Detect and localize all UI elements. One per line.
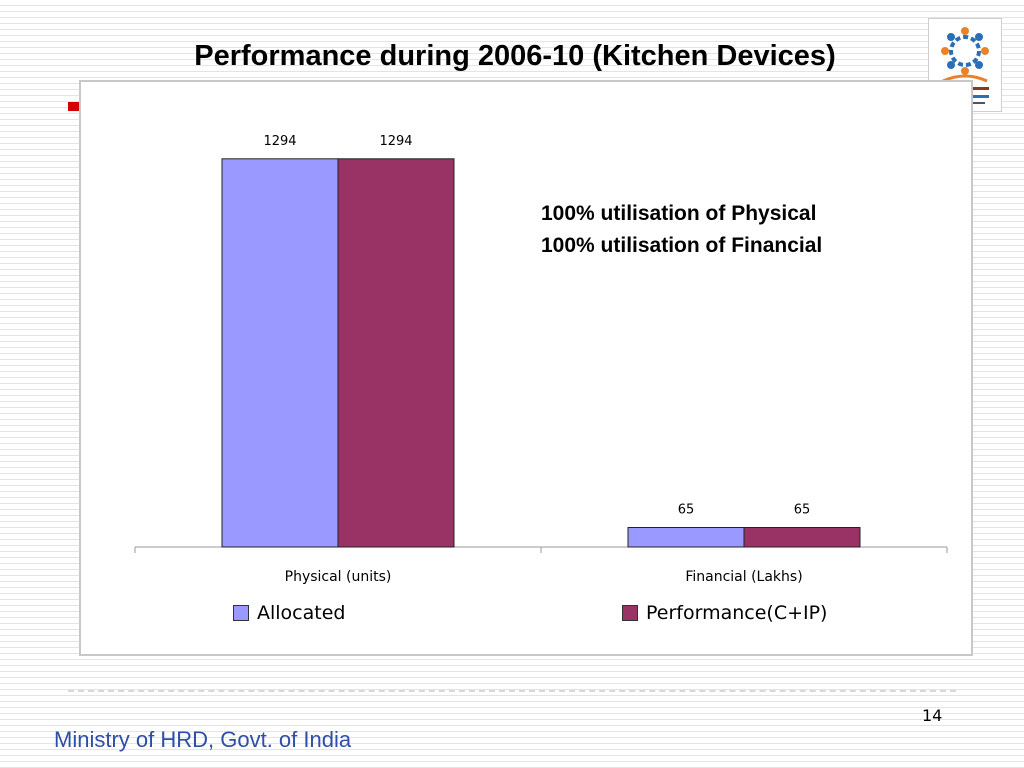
data-label-performance-0: 1294 — [379, 134, 412, 149]
annotation-physical: 100% utilisation of Physical — [541, 202, 817, 225]
data-label-allocated-1: 65 — [678, 503, 695, 518]
bar-performance-0 — [337, 158, 455, 548]
footer-divider — [68, 690, 956, 692]
footer-ministry: Ministry of HRD, Govt. of India — [54, 727, 352, 752]
annotation-financial: 100% utilisation of Financial — [541, 234, 823, 257]
legend-label-performance: Performance(C+IP) — [646, 602, 828, 624]
page-title: Performance during 2006-10 (Kitchen Devi… — [194, 40, 836, 72]
bar-chart: 1294 1294 Physical (units) 65 65 Financial (L… — [134, 134, 948, 585]
legend-label-allocated: Allocated — [257, 602, 346, 624]
bar-allocated-1 — [627, 527, 745, 548]
x-tick-label-0: Physical (units) — [285, 569, 392, 585]
legend-item-allocated: Allocated — [233, 602, 345, 624]
legend-item-performance: Performance(C+IP) — [622, 602, 827, 624]
chart-area: 1294 1294 Physical (units) 65 65 Financial (L… — [79, 80, 973, 656]
page-number: 14 — [922, 706, 943, 725]
bar-allocated-0 — [221, 158, 339, 548]
legend-swatch-performance — [622, 605, 638, 621]
bullet-marker — [68, 102, 79, 111]
bar-performance-1 — [743, 527, 861, 548]
x-tick-label-1: Financial (Lakhs) — [685, 569, 802, 585]
data-label-performance-1: 65 — [794, 503, 811, 518]
data-label-allocated-0: 1294 — [263, 134, 296, 149]
legend-swatch-allocated — [233, 605, 249, 621]
